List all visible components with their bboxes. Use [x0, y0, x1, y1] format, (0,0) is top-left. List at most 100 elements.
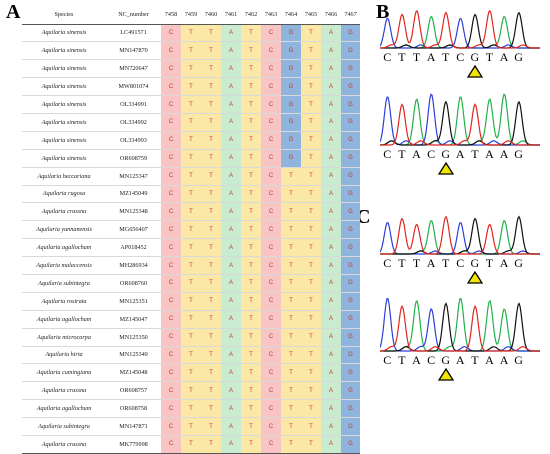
base-cell: T	[201, 59, 221, 78]
base-cell: A	[221, 292, 241, 311]
base-cell: T	[301, 167, 321, 186]
base-cell: A	[221, 274, 241, 293]
base-cell: C	[161, 167, 181, 186]
base-cell: C	[261, 381, 281, 400]
table-row: Aquilaria cumingiana MZ145048 C T T A T C T T A G	[22, 363, 360, 382]
table-row: Aquilaria yunnanensis MG656407 C T T A T C T T A G	[22, 220, 360, 239]
base-cell: G	[341, 238, 360, 257]
base-call-letter: A	[412, 147, 421, 161]
accession-cell: MH286934	[119, 262, 148, 270]
base-cell: T	[301, 381, 321, 400]
base-cell: A	[221, 113, 241, 132]
base-cell: A	[321, 59, 341, 78]
base-cell: A	[221, 238, 241, 257]
base-cell: T	[181, 238, 201, 257]
base-cell: T	[301, 202, 321, 221]
base-cell: T	[201, 435, 221, 454]
base-cell: G	[341, 346, 360, 364]
base-cell: T	[281, 435, 301, 454]
snp-marker-icon	[467, 65, 484, 78]
base-call-letter: A	[485, 353, 494, 367]
base-call-letter: G	[514, 147, 523, 161]
base-cell: T	[301, 256, 321, 275]
species-cell: Aquilaria sinensis	[41, 47, 87, 55]
trace-c	[380, 298, 540, 352]
table-row: Aquilaria sinensis OL334992 C T T A T C G T A G	[22, 113, 360, 132]
base-cell: G	[341, 220, 360, 239]
base-cell: C	[261, 328, 281, 347]
base-call-letter: A	[426, 50, 436, 64]
base-call-letter: C	[383, 353, 392, 367]
base-cell: C	[161, 292, 181, 311]
base-cell: G	[341, 77, 360, 96]
base-cell: T	[301, 399, 321, 418]
species-cell: Aquilaria sinensis	[41, 118, 87, 126]
base-call-letter: A	[412, 353, 421, 367]
base-cell: A	[221, 41, 241, 60]
base-cell: T	[201, 113, 221, 132]
base-cell: C	[261, 24, 281, 42]
table-header-row: Species NC_number 7458 7459 7460 7461 7462 7463…	[22, 6, 360, 25]
base-cell: A	[321, 346, 341, 364]
base-cell: C	[161, 131, 181, 150]
base-cell: A	[321, 381, 341, 400]
base-cell: T	[181, 41, 201, 60]
base-cell: C	[161, 435, 181, 454]
base-cell: T	[181, 292, 201, 311]
base-cell: A	[221, 167, 241, 186]
base-cell: G	[341, 167, 360, 186]
species-cell: Aquilaria subintegra	[38, 423, 90, 431]
base-cell: T	[301, 24, 321, 42]
base-call-letter: A	[455, 353, 465, 367]
base-call-letter: T	[485, 256, 494, 270]
base-cell: T	[201, 24, 221, 42]
table-row: Aquilaria subintegra MN147871 C T T A T C T T A G	[22, 417, 360, 436]
base-cell: T	[241, 77, 261, 96]
base-cell: T	[301, 131, 321, 150]
base-cell: G	[341, 113, 360, 132]
base-cell: T	[201, 310, 221, 329]
species-cell: Aquilaria rostrata	[41, 297, 87, 305]
accession-cell: MN147871	[119, 423, 148, 431]
base-cell: G	[281, 149, 301, 168]
header-position: 7467	[341, 6, 360, 25]
base-cell: A	[221, 256, 241, 275]
base-call-letter: G	[470, 256, 480, 270]
base-cell: A	[221, 24, 241, 42]
base-cell: T	[181, 328, 201, 347]
species-cell: Aquilaria crassna	[41, 387, 87, 395]
base-cell: T	[181, 131, 201, 150]
base-cell: T	[301, 77, 321, 96]
base-cell: A	[221, 185, 241, 203]
base-cell: T	[181, 24, 201, 42]
accession-cell: MN125350	[119, 333, 148, 341]
base-cell: C	[161, 24, 181, 42]
base-cell: T	[241, 41, 261, 60]
base-cell: C	[261, 220, 281, 239]
base-cell: C	[161, 185, 181, 203]
base-cell: C	[161, 41, 181, 60]
base-cell: C	[161, 310, 181, 329]
base-cell: T	[281, 363, 301, 382]
base-cell: T	[241, 274, 261, 293]
snp-marker-icon	[437, 368, 454, 381]
base-cell: T	[241, 256, 261, 275]
table-row: Aquilaria sinensis MN720647 C T T A T C G T A G	[22, 59, 360, 78]
base-cell: A	[221, 399, 241, 418]
base-cell: G	[281, 95, 301, 114]
table-row: Aquilaria crassna MN125348 C T T A T C T T A G	[22, 202, 360, 221]
chromatogram-trace-c-reverse	[380, 298, 540, 352]
accession-cell: MZ145047	[119, 315, 148, 323]
base-cell: T	[301, 274, 321, 293]
table-row: Aquilaria subintegra OR608760 C T T A T C T T A G	[22, 274, 360, 293]
base-call-letter: T	[442, 50, 450, 64]
base-call-letter: T	[471, 353, 479, 367]
base-call-letter: C	[383, 256, 392, 270]
base-cell: T	[181, 310, 201, 329]
base-cell: T	[241, 24, 261, 42]
base-cell: G	[341, 363, 360, 382]
base-cell: T	[241, 363, 261, 382]
species-cell: Aquilaria yunnanensis	[36, 226, 92, 234]
base-cell: T	[241, 131, 261, 150]
